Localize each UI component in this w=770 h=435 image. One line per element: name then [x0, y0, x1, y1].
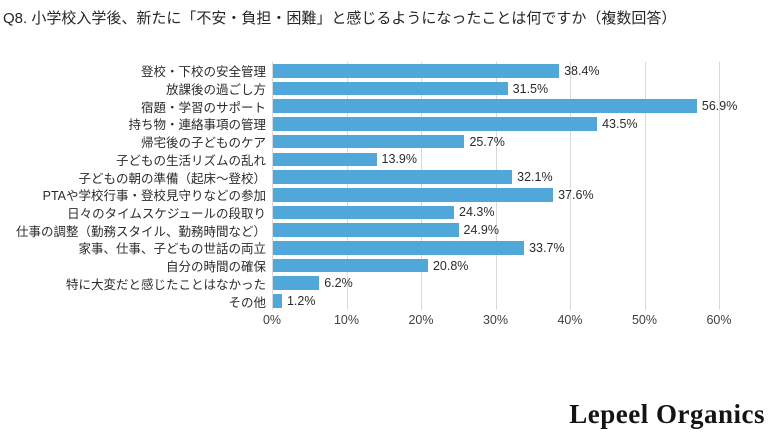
table-row: 放課後の過ごし方 31.5%: [0, 80, 770, 98]
category-label: 持ち物・連絡事項の管理: [128, 118, 266, 133]
bar: [273, 99, 697, 114]
bar-track: 1.2%: [273, 294, 770, 308]
gridline: [421, 62, 422, 310]
value-label: 56.9%: [701, 99, 738, 114]
bar-track: 32.1%: [273, 170, 770, 184]
bar-track: 43.5%: [273, 117, 770, 131]
x-tick-label: 30%: [482, 313, 509, 327]
gridline: [644, 62, 646, 310]
bar: [273, 134, 465, 149]
value-label: 13.9%: [381, 152, 417, 167]
bar-track: 20.8%: [273, 259, 770, 273]
bar: [273, 187, 554, 202]
bar: [273, 276, 320, 291]
value-label: 38.4%: [564, 63, 600, 78]
value-label: 24.3%: [459, 205, 495, 220]
table-row: 子どもの生活リズムの乱れ 13.9%: [0, 151, 770, 169]
x-tick-label: 60%: [706, 313, 732, 327]
bar-track: 56.9%: [273, 99, 770, 113]
bar-track: 13.9%: [273, 152, 770, 167]
table-row: その他 1.2%: [0, 292, 770, 310]
bar: [273, 205, 455, 220]
category-label: 宿題・学習のサポート: [140, 100, 266, 115]
value-label: 32.1%: [517, 170, 553, 185]
value-label: 37.6%: [558, 187, 594, 202]
table-row: 登校・下校の安全管理 38.4%: [0, 62, 770, 80]
value-label: 25.7%: [469, 134, 505, 149]
value-label: 43.5%: [602, 116, 638, 131]
bar: [273, 64, 560, 78]
category-label: 特に大変だと感じたことはなかった: [65, 277, 266, 292]
category-label: PTAや学校行事・登校見守りなどの参加: [42, 189, 266, 204]
category-label: 日々のタイムスケジュールの段取り: [67, 206, 266, 221]
gridline: [570, 62, 571, 310]
table-row: 仕事の調整（勤務スタイル、勤務時間など） 24.9%: [0, 221, 770, 239]
value-label: 24.9%: [463, 223, 499, 238]
gridline: [272, 62, 273, 310]
category-label: 放課後の過ごし方: [165, 83, 266, 98]
bar: [273, 241, 525, 255]
bar-track: 37.6%: [273, 188, 770, 202]
x-tick-label: 0%: [262, 313, 282, 327]
value-label: 20.8%: [432, 258, 469, 273]
table-row: 持ち物・連絡事項の管理 43.5%: [0, 115, 770, 133]
bar: [273, 294, 282, 308]
category-label: 登校・下校の安全管理: [140, 65, 266, 80]
category-label: 子どもの朝の準備（起床～登校）: [78, 171, 266, 186]
bar: [273, 152, 377, 167]
gridline: [719, 62, 720, 310]
brand-logo: Lepeel Organics: [569, 399, 765, 429]
table-row: 家事、仕事、子どもの世話の両立 33.7%: [0, 239, 770, 257]
gridlines: [272, 62, 720, 310]
bar-rows: 登校・下校の安全管理 38.4% 放課後の過ごし方 31.5% 宿題・学習のサポート 56…: [0, 62, 770, 310]
category-label: 子どもの生活リズムの乱れ: [115, 153, 266, 168]
category-label: 家事、仕事、子どもの世話の両立: [78, 242, 266, 257]
x-tick-label: 10%: [333, 313, 360, 327]
category-label: 仕事の調整（勤務スタイル、勤務時間など）: [15, 224, 266, 239]
table-row: 自分の時間の確保 20.8%: [0, 257, 770, 275]
gridline: [495, 62, 497, 310]
value-label: 6.2%: [324, 276, 353, 291]
bar-track: 31.5%: [273, 82, 770, 96]
bar: [273, 223, 459, 237]
bar-track: 24.3%: [273, 205, 770, 220]
bar-track: 33.7%: [273, 241, 770, 255]
category-label: その他: [228, 295, 266, 310]
value-label: 31.5%: [512, 81, 549, 96]
x-tick-label: 20%: [408, 313, 434, 327]
x-tick-label: 40%: [557, 313, 583, 327]
gridline: [346, 62, 348, 310]
x-tick-label: 50%: [631, 313, 658, 327]
table-row: 日々のタイムスケジュールの段取り 24.3%: [0, 204, 770, 222]
table-row: 宿題・学習のサポート 56.9%: [0, 97, 770, 115]
category-label: 帰宅後の子どものケア: [140, 136, 266, 151]
table-row: 子どもの朝の準備（起床～登校） 32.1%: [0, 168, 770, 186]
x-axis: 0% 10% 20% 30% 40% 50% 60%: [263, 313, 732, 331]
bar-track: 25.7%: [273, 135, 770, 149]
value-label: 33.7%: [529, 240, 565, 255]
table-row: PTAや学校行事・登校見守りなどの参加 37.6%: [0, 186, 770, 204]
bar-track: 24.9%: [273, 223, 770, 237]
bar: [273, 170, 513, 184]
bar: [273, 258, 428, 273]
table-row: 帰宅後の子どものケア 25.7%: [0, 133, 770, 151]
bar: [273, 117, 598, 131]
bar-track: 38.4%: [273, 64, 770, 78]
bar: [273, 81, 508, 96]
category-label: 自分の時間の確保: [165, 260, 266, 275]
bar-chart-plot-area: 登校・下校の安全管理 38.4% 放課後の過ごし方 31.5% 宿題・学習のサポート 56…: [0, 62, 770, 310]
table-row: 特に大変だと感じたことはなかった 6.2%: [0, 274, 770, 292]
bar-track: 6.2%: [273, 276, 770, 290]
chart-title: Q8. 小学校入学後、新たに「不安・負担・困難」と感じるようになったことは何です…: [3, 10, 677, 27]
value-label: 1.2%: [286, 293, 316, 308]
